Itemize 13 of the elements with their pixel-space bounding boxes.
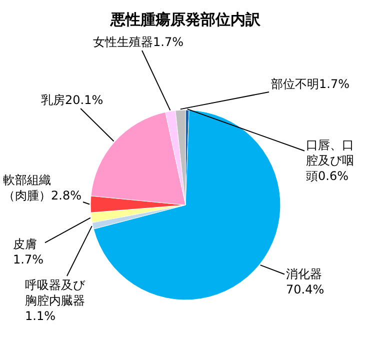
data-label: 1.1%: [25, 309, 56, 324]
slice-label: 女性生殖器1.7%: [93, 35, 184, 49]
slice-label: 皮膚: [13, 237, 37, 251]
slice-label: 消化器: [286, 267, 322, 281]
pie-slice: [93, 110, 281, 300]
slice-label: 乳房20.1%: [41, 93, 104, 107]
slice-label: 口唇、口腔及び咽頭0.6%: [306, 138, 354, 184]
data-label: 70.4%: [286, 282, 324, 297]
slice-label: 軟部組織（肉腫）2.8%: [3, 173, 82, 203]
chart-title: 悪性腫瘍原発部位内訳: [110, 10, 262, 29]
slice-label: 呼吸器及び胸腔内臓器: [25, 278, 86, 308]
data-label: 1.7%: [13, 252, 44, 267]
slice-label: 部位不明1.7%: [271, 77, 350, 91]
